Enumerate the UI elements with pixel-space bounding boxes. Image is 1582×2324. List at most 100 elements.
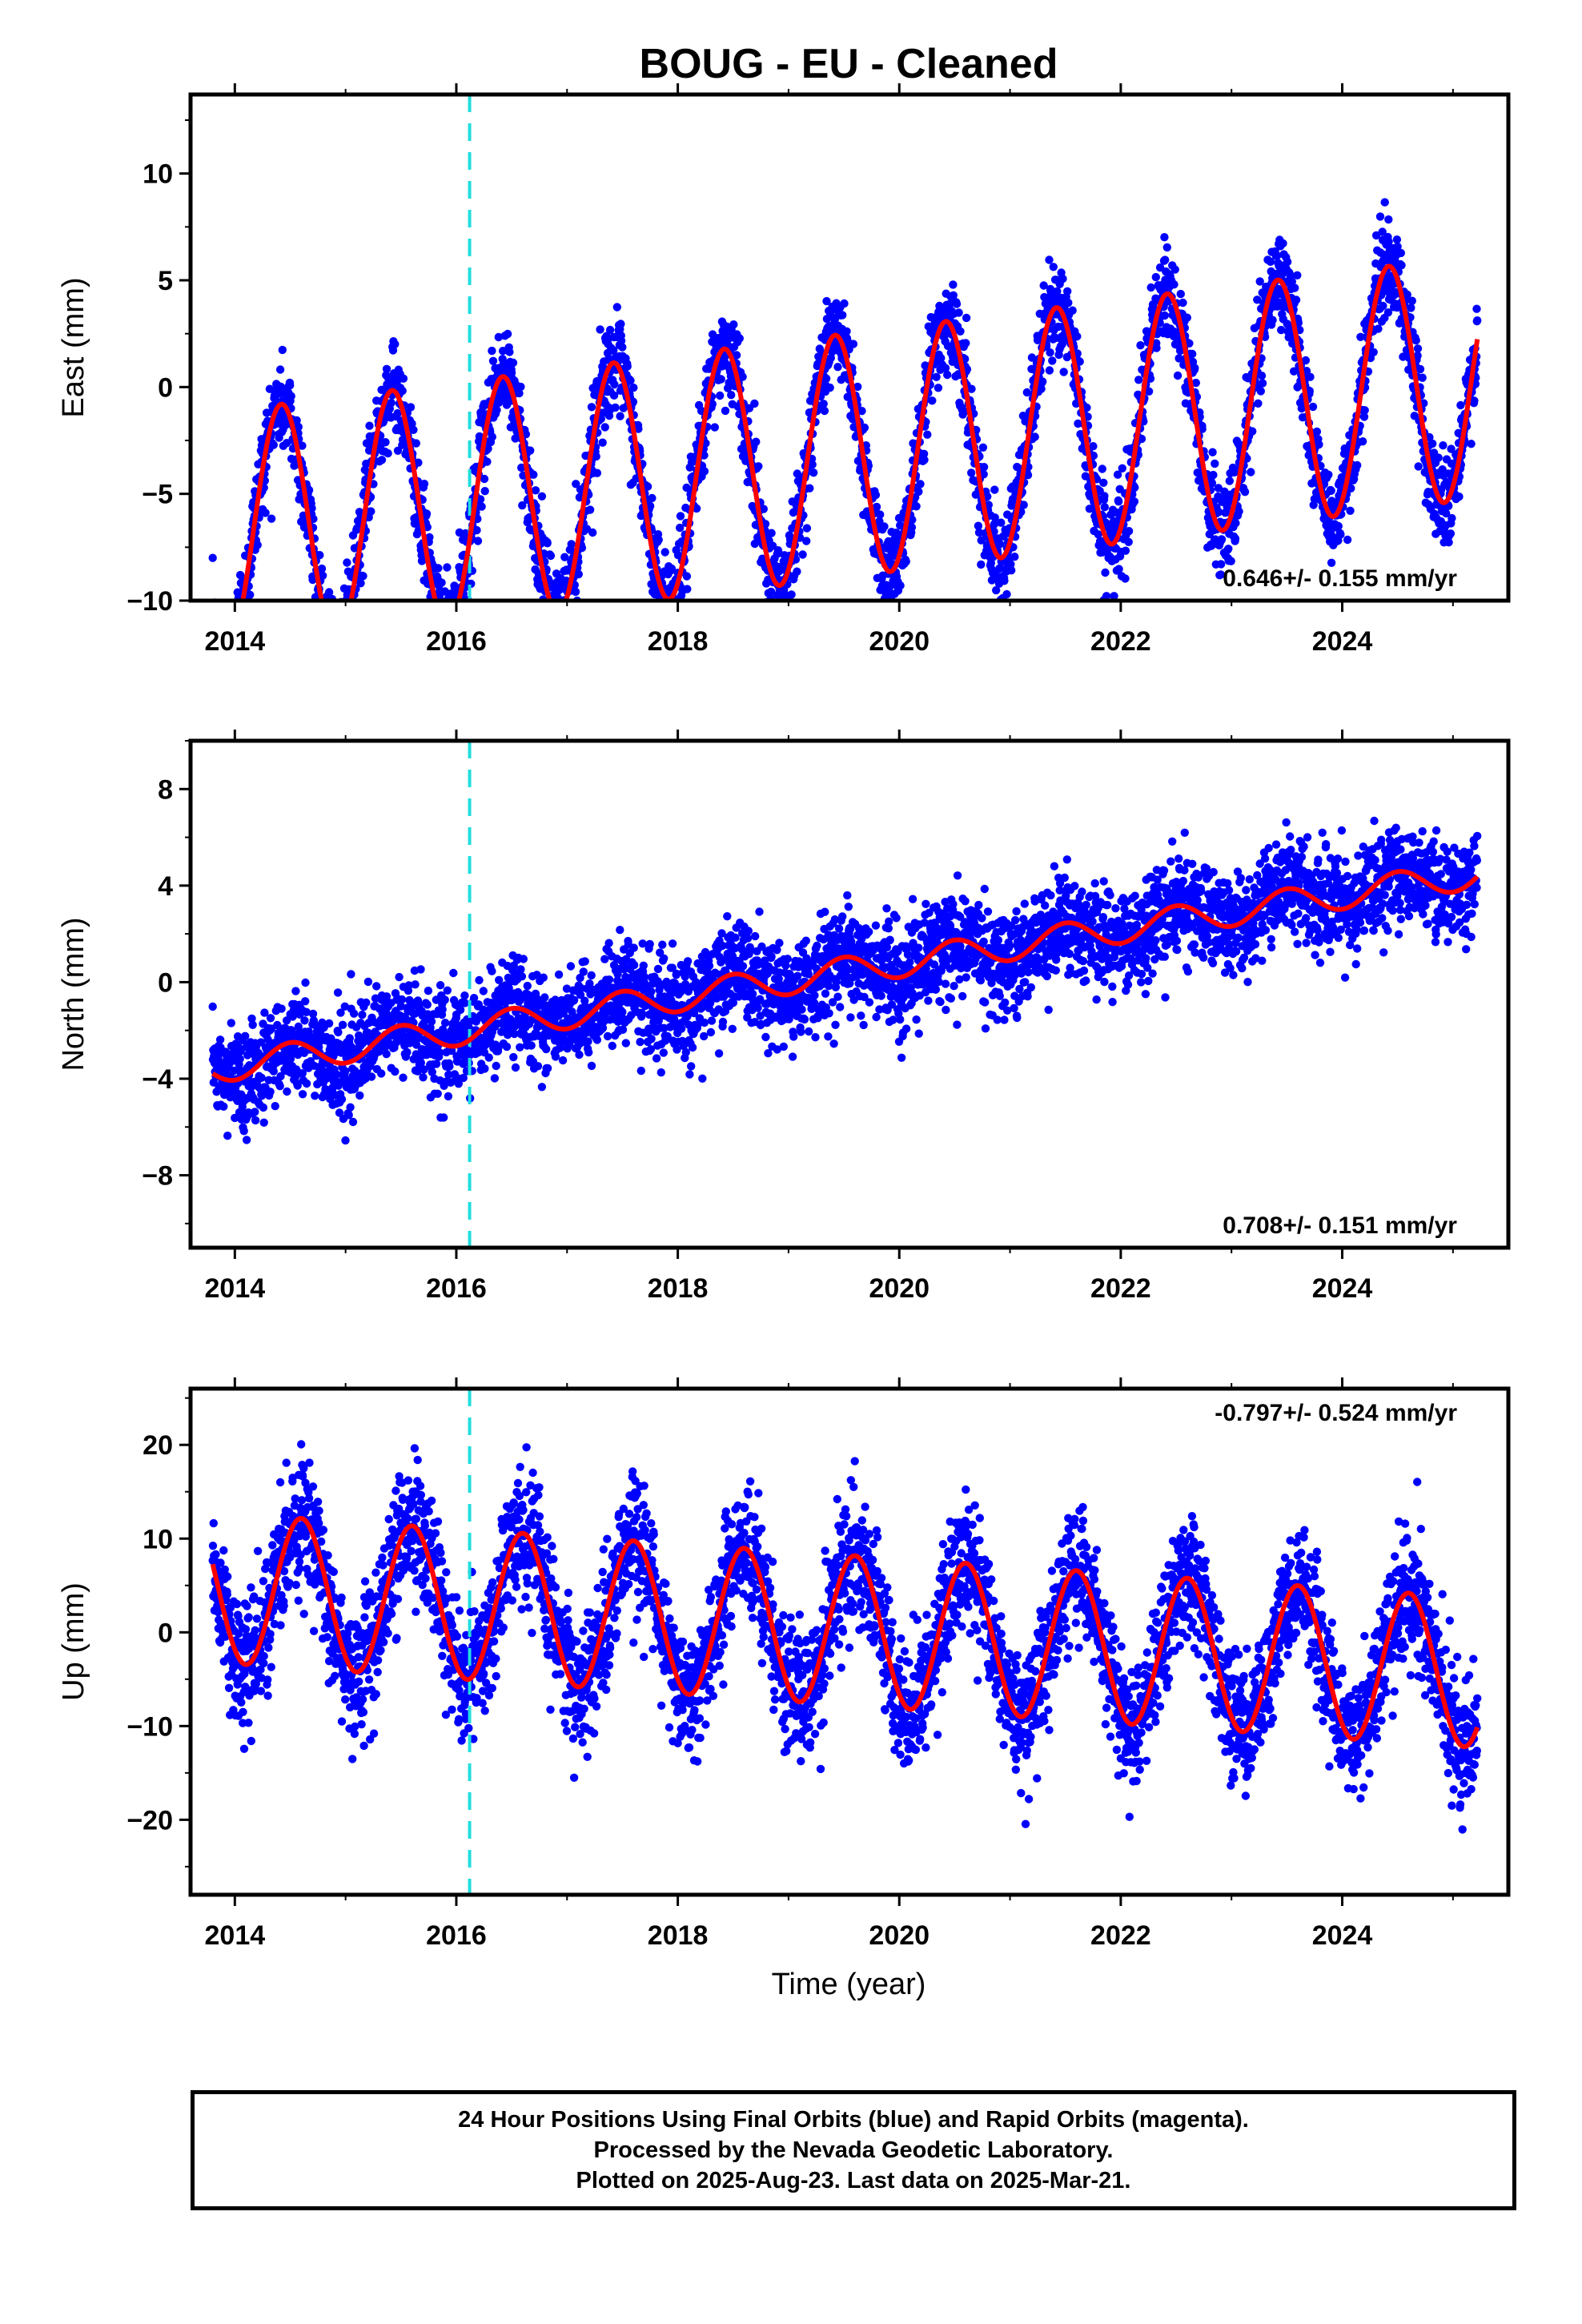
data-point (559, 640, 567, 648)
data-point (413, 1067, 422, 1076)
data-point (802, 524, 812, 533)
data-point (328, 649, 336, 657)
data-point (802, 537, 811, 545)
data-point (1336, 530, 1345, 539)
data-point (1235, 507, 1243, 516)
data-point (276, 1072, 285, 1081)
data-point (1411, 336, 1420, 345)
data-point (1161, 255, 1170, 264)
data-point (423, 523, 432, 532)
data-point (1248, 427, 1257, 436)
data-point (1384, 237, 1393, 246)
data-point (282, 439, 291, 448)
data-point (821, 374, 831, 383)
data-point (876, 510, 885, 519)
data-point (1058, 340, 1067, 348)
data-point (974, 528, 984, 537)
data-point (247, 1014, 256, 1023)
data-point (572, 480, 580, 489)
data-point (923, 430, 932, 439)
data-point (320, 621, 328, 629)
y-tick-label: 10 (143, 159, 173, 190)
data-point (327, 627, 335, 635)
data-point (327, 625, 335, 633)
data-point (920, 456, 929, 464)
data-point (343, 558, 351, 567)
data-point (1002, 589, 1011, 599)
data-point (550, 618, 558, 626)
data-point (1100, 492, 1109, 501)
data-point (844, 392, 853, 401)
data-point (289, 1006, 298, 1015)
data-point (1178, 298, 1187, 308)
data-point (779, 609, 787, 617)
data-point (1334, 521, 1343, 531)
data-point (1293, 271, 1302, 279)
data-point (1040, 292, 1049, 302)
data-point (488, 356, 498, 365)
data-point (320, 611, 328, 619)
data-point (416, 965, 425, 974)
data-point (577, 543, 587, 553)
data-point (1383, 308, 1393, 317)
data-point (556, 609, 564, 617)
data-point (552, 653, 560, 661)
data-point (962, 339, 970, 348)
data-point (629, 383, 638, 392)
data-point (452, 613, 460, 621)
data-point (978, 443, 988, 452)
data-point (967, 468, 976, 477)
data-point (343, 623, 351, 631)
data-point (330, 622, 338, 630)
data-point (432, 609, 440, 617)
data-point (286, 381, 295, 390)
data-point (529, 470, 538, 479)
data-point (661, 605, 669, 613)
data-point (860, 423, 869, 432)
data-point (464, 603, 472, 611)
data-point (266, 1088, 275, 1096)
data-point (773, 616, 781, 624)
data-point (1302, 367, 1311, 376)
data-point (1277, 325, 1286, 335)
data-point (1472, 304, 1481, 313)
data-point (440, 689, 448, 697)
data-point (365, 421, 374, 430)
data-point (1447, 444, 1456, 453)
data-point (732, 351, 741, 360)
data-point (928, 396, 937, 405)
data-point (609, 346, 618, 355)
data-point (334, 633, 342, 641)
data-point (1130, 483, 1139, 492)
data-point (1456, 400, 1465, 410)
data-point (355, 1091, 364, 1100)
data-point (1124, 537, 1133, 546)
data-point (561, 613, 569, 621)
data-point (233, 612, 241, 620)
data-point (1110, 592, 1118, 601)
data-point (1022, 388, 1032, 397)
data-point (266, 1014, 275, 1023)
data-point (338, 637, 346, 645)
data-point (932, 372, 941, 381)
data-point (896, 581, 905, 590)
data-point (692, 504, 701, 513)
data-point (232, 658, 240, 666)
data-point (488, 346, 496, 356)
data-point (1369, 348, 1378, 356)
data-point (294, 1022, 303, 1031)
data-point (291, 987, 300, 995)
data-point (457, 612, 465, 620)
data-point (498, 347, 508, 356)
data-point (999, 532, 1008, 541)
data-point (1343, 535, 1352, 545)
data-point (1279, 239, 1287, 248)
data-point (324, 1019, 334, 1028)
data-point (345, 617, 353, 625)
data-point (455, 528, 464, 537)
data-point (282, 1016, 291, 1025)
east-fit-line (240, 263, 1480, 601)
data-point (480, 474, 489, 484)
data-point (304, 485, 314, 495)
data-point (1413, 351, 1422, 360)
